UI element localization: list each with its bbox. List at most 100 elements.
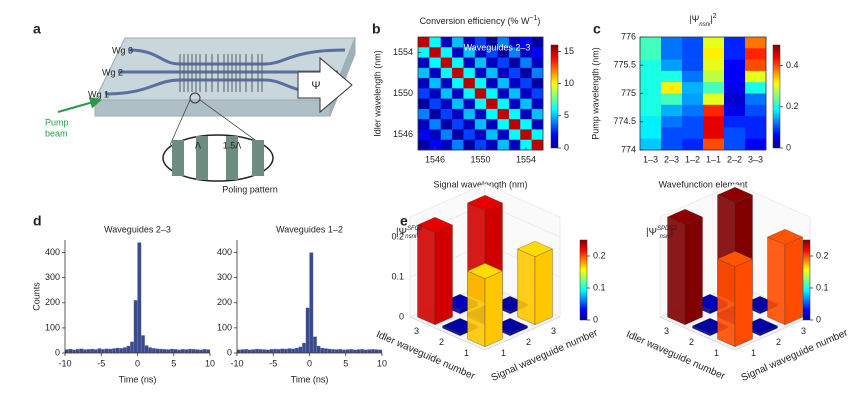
histogram-bar [254, 348, 259, 354]
colorbar-tick-label: 0 [564, 142, 569, 152]
heatmap-cell [497, 78, 510, 89]
heatmap-cell [440, 67, 453, 79]
heatmap-cell [520, 88, 532, 99]
poling-stripes [172, 136, 264, 180]
chart-title: Waveguides 2–3 [104, 224, 171, 234]
heatmap-cell [724, 138, 746, 151]
zoom-line [199, 99, 263, 146]
heatmap-cell [640, 127, 662, 139]
histogram-bar [177, 349, 182, 354]
histogram-bar [191, 349, 196, 354]
heatmap-cell [682, 48, 704, 60]
x-tick-label: 2 [776, 337, 781, 347]
heatmap-cell [474, 37, 487, 48]
heatmap-cell [682, 59, 704, 72]
histogram-bar [101, 349, 106, 354]
heatmap-cell [745, 48, 767, 60]
colorbar-tick-label: 10 [564, 78, 574, 88]
colorbar [772, 44, 781, 149]
heatmap-cell [508, 47, 521, 58]
x-tick-label: -10 [230, 358, 243, 368]
heatmap-cell [724, 104, 746, 117]
histogram-bar [280, 348, 285, 354]
heatmap-cell [486, 47, 498, 58]
heatmap-cell [531, 88, 544, 99]
heatmap-cell [703, 48, 725, 60]
bar-top [467, 195, 503, 211]
heatmap-cell [418, 98, 430, 110]
heatmap-cell [463, 98, 476, 110]
heatmap-cell [531, 139, 544, 151]
heatmap-cell [724, 127, 746, 139]
heatmap-cell [745, 127, 767, 139]
heatmap-cell [640, 48, 662, 60]
histogram-bar [198, 349, 203, 354]
heatmap-cell [486, 139, 498, 151]
heatmap-cell [486, 57, 498, 69]
histogram-bar [331, 349, 336, 354]
heatmap-cell [418, 139, 430, 151]
heatmap-cell [474, 67, 487, 79]
y-tick-label: 300 [217, 272, 232, 282]
histogram-bar [130, 341, 135, 354]
histogram-bar [236, 349, 241, 354]
histogram-bar [122, 347, 127, 354]
histogram-bar [144, 345, 149, 354]
colorbar-tick-label: 5 [564, 110, 569, 120]
histogram-bar [169, 348, 174, 354]
heatmap-cell [508, 108, 521, 120]
heatmap-cell [418, 119, 430, 130]
heatmap-cell [531, 119, 544, 130]
x-tick-label: 10 [205, 358, 215, 368]
heatmap-cell [429, 57, 442, 69]
heatmap-cell [661, 127, 683, 139]
heatmap-cell [486, 37, 498, 48]
waveguide-label: Wg 2 [102, 67, 123, 77]
heatmap-cell [661, 70, 683, 83]
panel-label: a [33, 21, 41, 37]
x-tick-label: 2–2 [727, 154, 742, 164]
heatmap-cell [661, 116, 683, 128]
heatmap-cell [531, 108, 544, 120]
heatmap-cell [440, 57, 453, 69]
histogram-bar [119, 348, 124, 354]
bar-front [684, 216, 703, 325]
heatmap-cell [452, 119, 464, 130]
panel-a: a Wg 3 Wg 2 Wg 1 Pump beam Ψ Λ 1.5Λ Poli… [33, 21, 356, 194]
heatmap-cell [429, 139, 442, 151]
colorbar-tick-label: 0.2 [786, 101, 799, 111]
histogram-bar [148, 347, 153, 354]
x-tick-label: 1546 [425, 154, 445, 164]
histogram-bar [68, 348, 73, 354]
heatmap-cell [745, 37, 767, 49]
heatmap-cell [661, 82, 683, 94]
heatmap-cell [497, 98, 510, 110]
heatmap-cell [661, 48, 683, 60]
heatmap-cell [440, 37, 453, 48]
x-axis-label: Time (ns) [291, 374, 329, 384]
annotation: Waveguides 2–3 [464, 42, 531, 52]
heatmap-cell [508, 129, 521, 141]
heatmap-cell [497, 139, 510, 151]
y-tick-label: 774.5 [613, 116, 636, 126]
x-tick-label: 1550 [470, 154, 490, 164]
histogram-bar [151, 348, 156, 354]
heatmap-cell [440, 139, 453, 151]
heatmap-cell [724, 116, 746, 128]
heatmap-cell [463, 139, 476, 151]
y-tick-label: 3 [664, 326, 669, 336]
y-tick-label: 1546 [393, 129, 413, 139]
histogram-bar [72, 349, 77, 354]
heatmap-cell [486, 88, 498, 99]
colorbar [802, 239, 811, 321]
heatmap-cell [440, 119, 453, 130]
histogram-bar [312, 336, 317, 354]
histogram-bar [202, 349, 207, 354]
heatmap-cell [745, 70, 767, 83]
heatmap-cell [520, 57, 532, 69]
bar-front [734, 258, 753, 347]
heatmap-cell [682, 138, 704, 151]
y-tick-label: 1550 [393, 88, 413, 98]
x-tick-label: 0 [307, 358, 312, 368]
histogram-bar [320, 347, 325, 354]
